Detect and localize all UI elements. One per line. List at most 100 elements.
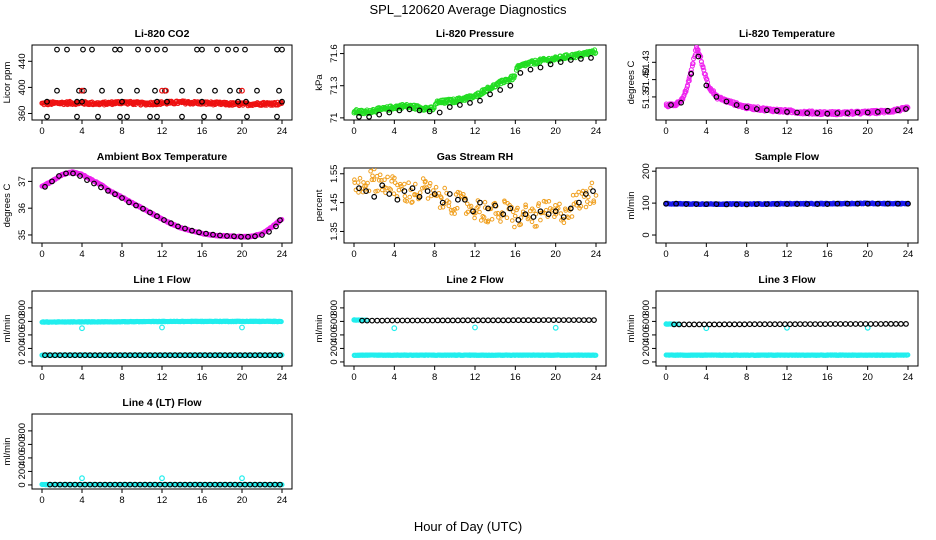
x-tick-label: 4 — [79, 126, 84, 137]
data-point — [80, 46, 86, 53]
x-tick-label: 4 — [79, 495, 84, 506]
data-point — [225, 46, 231, 53]
data-point — [772, 321, 778, 328]
x-tick-label: 12 — [157, 126, 168, 137]
data-point — [266, 228, 272, 235]
data-point — [126, 199, 132, 206]
x-tick-label: 20 — [550, 126, 561, 137]
data-point — [79, 475, 85, 482]
data-point — [537, 208, 544, 215]
data-point — [425, 196, 431, 201]
plot-frame — [31, 167, 293, 244]
y-tick-label: 1.55 — [329, 165, 340, 184]
data-point — [668, 102, 674, 108]
data-point — [893, 321, 899, 327]
data-layer — [663, 321, 911, 358]
data-point — [196, 229, 202, 236]
series-sample-low — [351, 352, 599, 358]
data-point — [455, 317, 461, 324]
data-point — [520, 317, 527, 324]
data-point — [698, 59, 704, 64]
data-point — [444, 317, 451, 324]
x-tick-label: 16 — [197, 495, 208, 506]
series-calibration — [356, 55, 594, 120]
data-point — [509, 204, 514, 210]
y-tick-label: 71 — [329, 113, 340, 124]
data-point — [510, 209, 516, 215]
data-point — [401, 188, 408, 195]
plot-frame — [31, 44, 293, 121]
data-point — [895, 200, 901, 207]
data-point — [693, 201, 700, 208]
data-point — [686, 78, 692, 84]
data-point — [689, 63, 695, 69]
data-point — [154, 213, 160, 220]
x-tick-label: 12 — [157, 495, 168, 506]
data-point — [733, 102, 740, 108]
data-point — [163, 87, 169, 94]
panel-title: Li-820 Pressure — [436, 28, 514, 40]
data-point — [485, 205, 492, 212]
data-point — [388, 187, 394, 192]
data-point — [530, 214, 537, 220]
data-point — [552, 324, 559, 331]
data-layer — [663, 45, 911, 118]
x-tick-label: 8 — [119, 126, 124, 137]
data-point — [410, 199, 415, 205]
data-point — [794, 109, 800, 116]
data-point — [465, 317, 471, 324]
data-point — [278, 319, 284, 325]
x-tick-label: 0 — [351, 126, 356, 137]
data-point — [895, 107, 901, 114]
x-tick-label: 24 — [277, 126, 288, 137]
data-point — [391, 325, 398, 332]
data-point — [352, 177, 357, 182]
data-point — [492, 202, 499, 209]
x-tick-label: 24 — [903, 249, 914, 260]
data-point — [522, 211, 529, 218]
data-point — [95, 113, 101, 120]
panel-title: Li-820 CO2 — [135, 28, 190, 40]
data-point — [743, 201, 750, 208]
data-point — [555, 317, 562, 324]
data-point — [449, 317, 456, 324]
data-point — [763, 201, 770, 208]
data-point — [844, 200, 851, 207]
y-tick-label: 51.43 — [641, 50, 652, 74]
data-point — [511, 74, 517, 79]
series-cal-line — [44, 98, 285, 105]
series-calibration — [47, 481, 283, 488]
data-point — [360, 189, 366, 195]
y-tick-label: 600 — [17, 436, 28, 452]
y-axis-label: ml/min — [626, 315, 637, 343]
data-point — [552, 208, 559, 215]
data-point — [832, 321, 839, 327]
x-tick-label: 12 — [157, 372, 168, 383]
data-point — [404, 199, 410, 204]
data-point — [436, 109, 443, 116]
data-point — [252, 233, 258, 240]
x-tick-label: 20 — [237, 249, 248, 260]
data-point — [475, 317, 481, 324]
series-cal-high — [54, 46, 285, 53]
data-point — [441, 201, 447, 207]
data-point — [698, 54, 704, 60]
y-tick-label: 200 — [17, 341, 28, 357]
y-axis-label: percent — [314, 189, 325, 221]
data-point — [392, 175, 397, 181]
data-point — [368, 168, 373, 174]
x-tick-label: 20 — [237, 372, 248, 383]
data-point — [733, 201, 740, 208]
data-point — [537, 64, 544, 71]
data-point — [495, 210, 501, 216]
data-point — [903, 321, 909, 327]
data-point — [837, 321, 844, 327]
data-point — [417, 190, 423, 195]
data-point — [701, 321, 708, 328]
data-point — [214, 46, 220, 53]
data-point — [553, 203, 558, 208]
